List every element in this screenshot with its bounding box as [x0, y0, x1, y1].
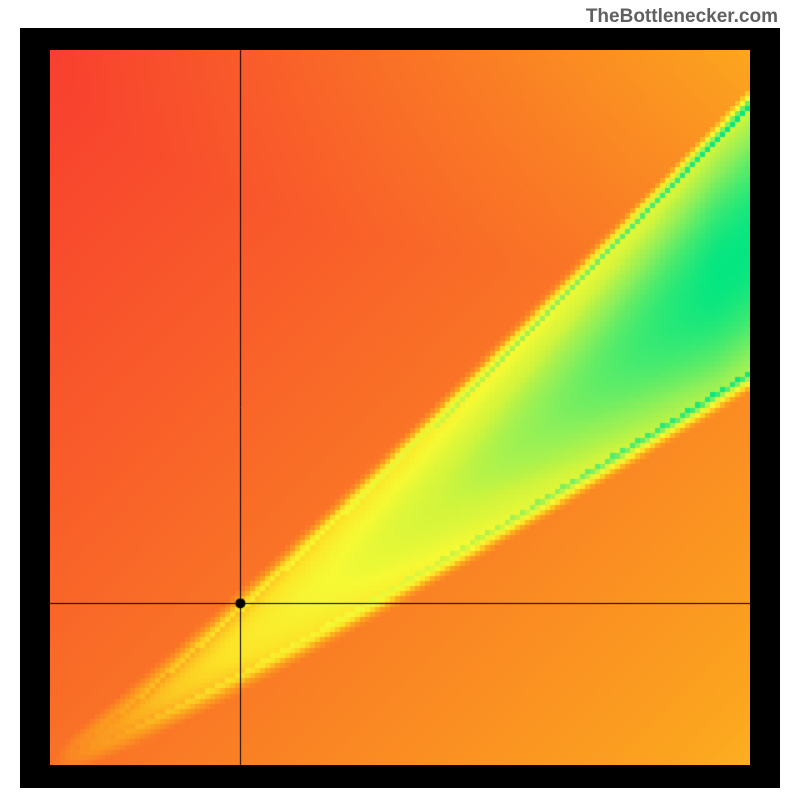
root-container: TheBottlenecker.com: [0, 0, 800, 800]
crosshair-overlay: [50, 50, 750, 765]
watermark-text: TheBottlenecker.com: [586, 6, 778, 28]
